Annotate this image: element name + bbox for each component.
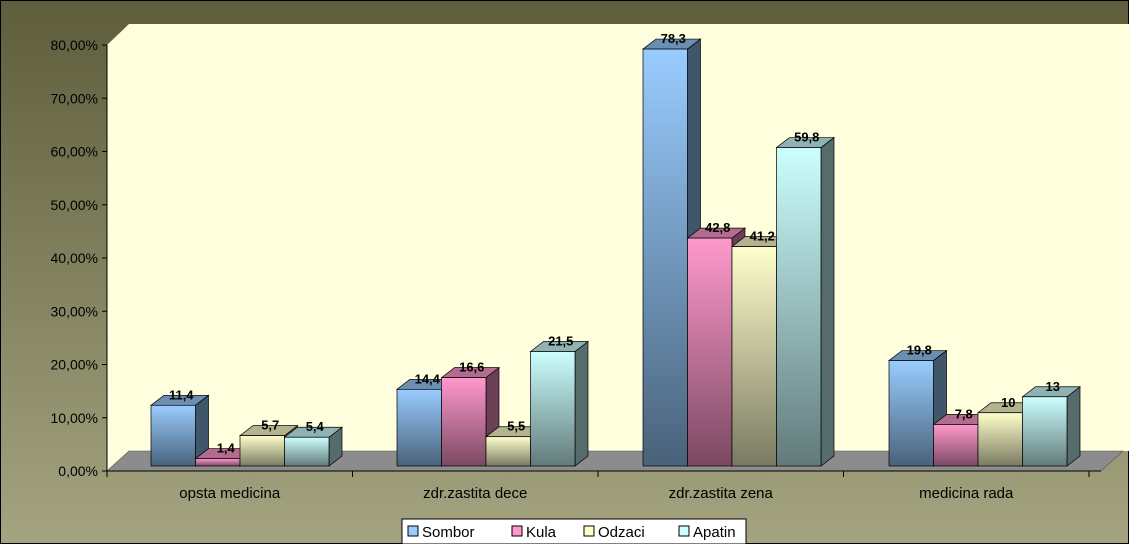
y-tick-label: 40,00% [51, 250, 98, 266]
legend-label-apatin: Apatin [693, 524, 736, 541]
data-label: 42,8 [705, 220, 730, 235]
bar-apatin-0 [283, 426, 344, 467]
data-label: 1,4 [217, 441, 236, 456]
y-tick-label: 80,00% [51, 37, 98, 53]
x-category-label: medicina rada [919, 485, 1014, 502]
y-tick-label: 70,00% [51, 90, 98, 106]
y-tick-label: 0,00% [58, 463, 98, 479]
legend-swatch-apatin [678, 525, 690, 537]
data-label: 10 [1001, 395, 1015, 410]
x-category-label: opsta medicina [179, 485, 281, 502]
data-label: 59,8 [794, 130, 819, 145]
bar-sombor-2 [641, 38, 702, 467]
legend-swatch-kula [511, 525, 523, 537]
data-label: 7,8 [955, 406, 973, 421]
chart-side-wall [107, 24, 129, 471]
chart-back-wall [129, 24, 1129, 451]
x-category-label: zdr.zastita dece [423, 485, 527, 502]
data-label: 5,4 [306, 419, 325, 434]
x-category-label: zdr.zastita zena [669, 485, 774, 502]
data-label: 5,7 [261, 418, 279, 433]
legend: Sombor Kula Odzaci Apatin [401, 518, 747, 544]
legend-label-sombor: Sombor [422, 524, 475, 541]
data-label: 5,5 [507, 419, 525, 434]
y-tick-label: 30,00% [51, 303, 98, 319]
data-label: 21,5 [548, 334, 573, 349]
legend-label-odzaci: Odzaci [598, 524, 645, 541]
legend-swatch-sombor [407, 525, 419, 537]
y-tick-label: 60,00% [51, 144, 98, 160]
y-tick-label: 20,00% [51, 357, 98, 373]
data-label: 11,4 [169, 387, 194, 402]
data-label: 41,2 [750, 229, 775, 244]
bar-apatin-3 [1021, 386, 1082, 467]
y-tick-label: 50,00% [51, 197, 98, 213]
data-label: 13 [1046, 379, 1060, 394]
data-label: 14,4 [415, 371, 441, 386]
legend-label-kula: Kula [526, 524, 557, 541]
bar-apatin-2 [775, 136, 836, 467]
bar-apatin-1 [529, 340, 590, 467]
data-label: 19,8 [907, 343, 932, 358]
bar-sombor-0 [149, 394, 210, 467]
data-label: 78,3 [661, 31, 686, 46]
legend-swatch-odzaci [583, 525, 595, 537]
data-label: 16,6 [459, 360, 484, 375]
y-tick-label: 10,00% [51, 410, 98, 426]
